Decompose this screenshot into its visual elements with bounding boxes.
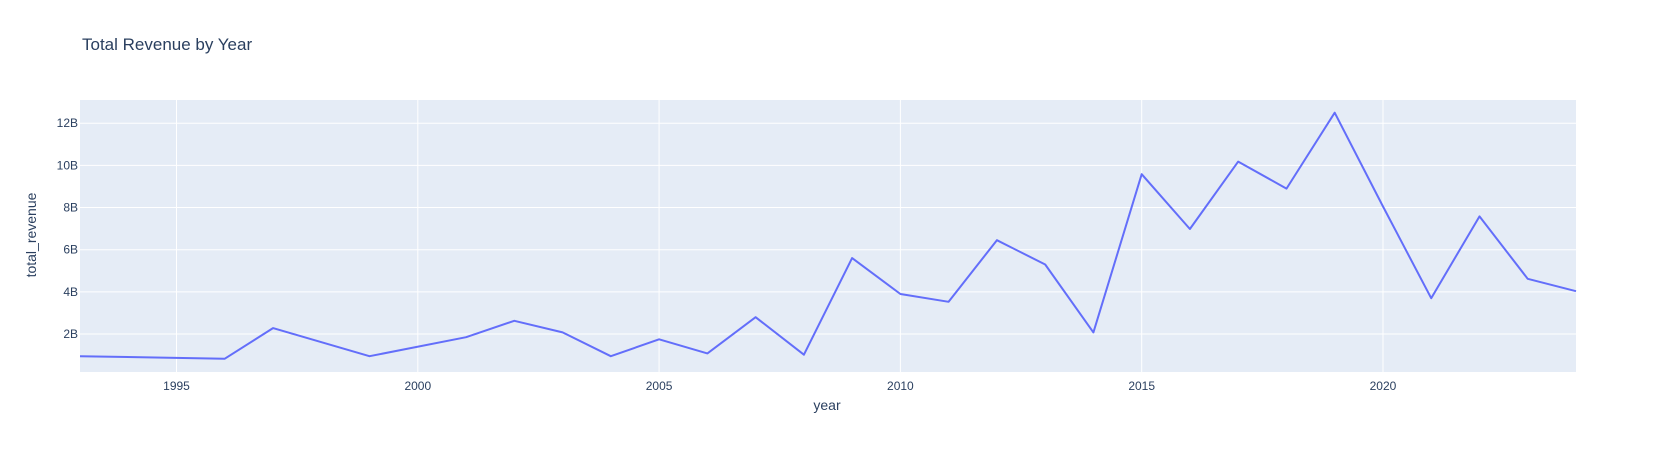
- y-axis-title: total_revenue: [23, 192, 39, 277]
- x-tick-label: 2005: [646, 379, 673, 393]
- gridlines: [80, 100, 1576, 372]
- x-tick-label: 2020: [1370, 379, 1397, 393]
- y-tick-label: 2B: [63, 327, 78, 341]
- y-tick-label: 8B: [63, 201, 78, 215]
- series-layer: [79, 111, 1577, 360]
- x-tick-label: 2015: [1128, 379, 1155, 393]
- y-tick-label: 12B: [57, 116, 78, 130]
- y-tick-label: 10B: [57, 158, 78, 172]
- y-tick-label: 4B: [63, 285, 78, 299]
- x-tick-label: 2010: [887, 379, 914, 393]
- x-tick-label: 1995: [163, 379, 190, 393]
- chart-title: Total Revenue by Year: [82, 35, 252, 54]
- x-tick-label: 2000: [404, 379, 431, 393]
- x-axis-ticks: 1995 2000 2005 2010 2015 2020: [163, 379, 1396, 393]
- x-axis-title: year: [813, 397, 841, 413]
- plot-area: [80, 100, 1576, 372]
- y-tick-label: 6B: [63, 243, 78, 257]
- series-line: [79, 111, 1577, 360]
- y-axis-ticks: 2B 4B 6B 8B 10B 12B: [57, 116, 78, 341]
